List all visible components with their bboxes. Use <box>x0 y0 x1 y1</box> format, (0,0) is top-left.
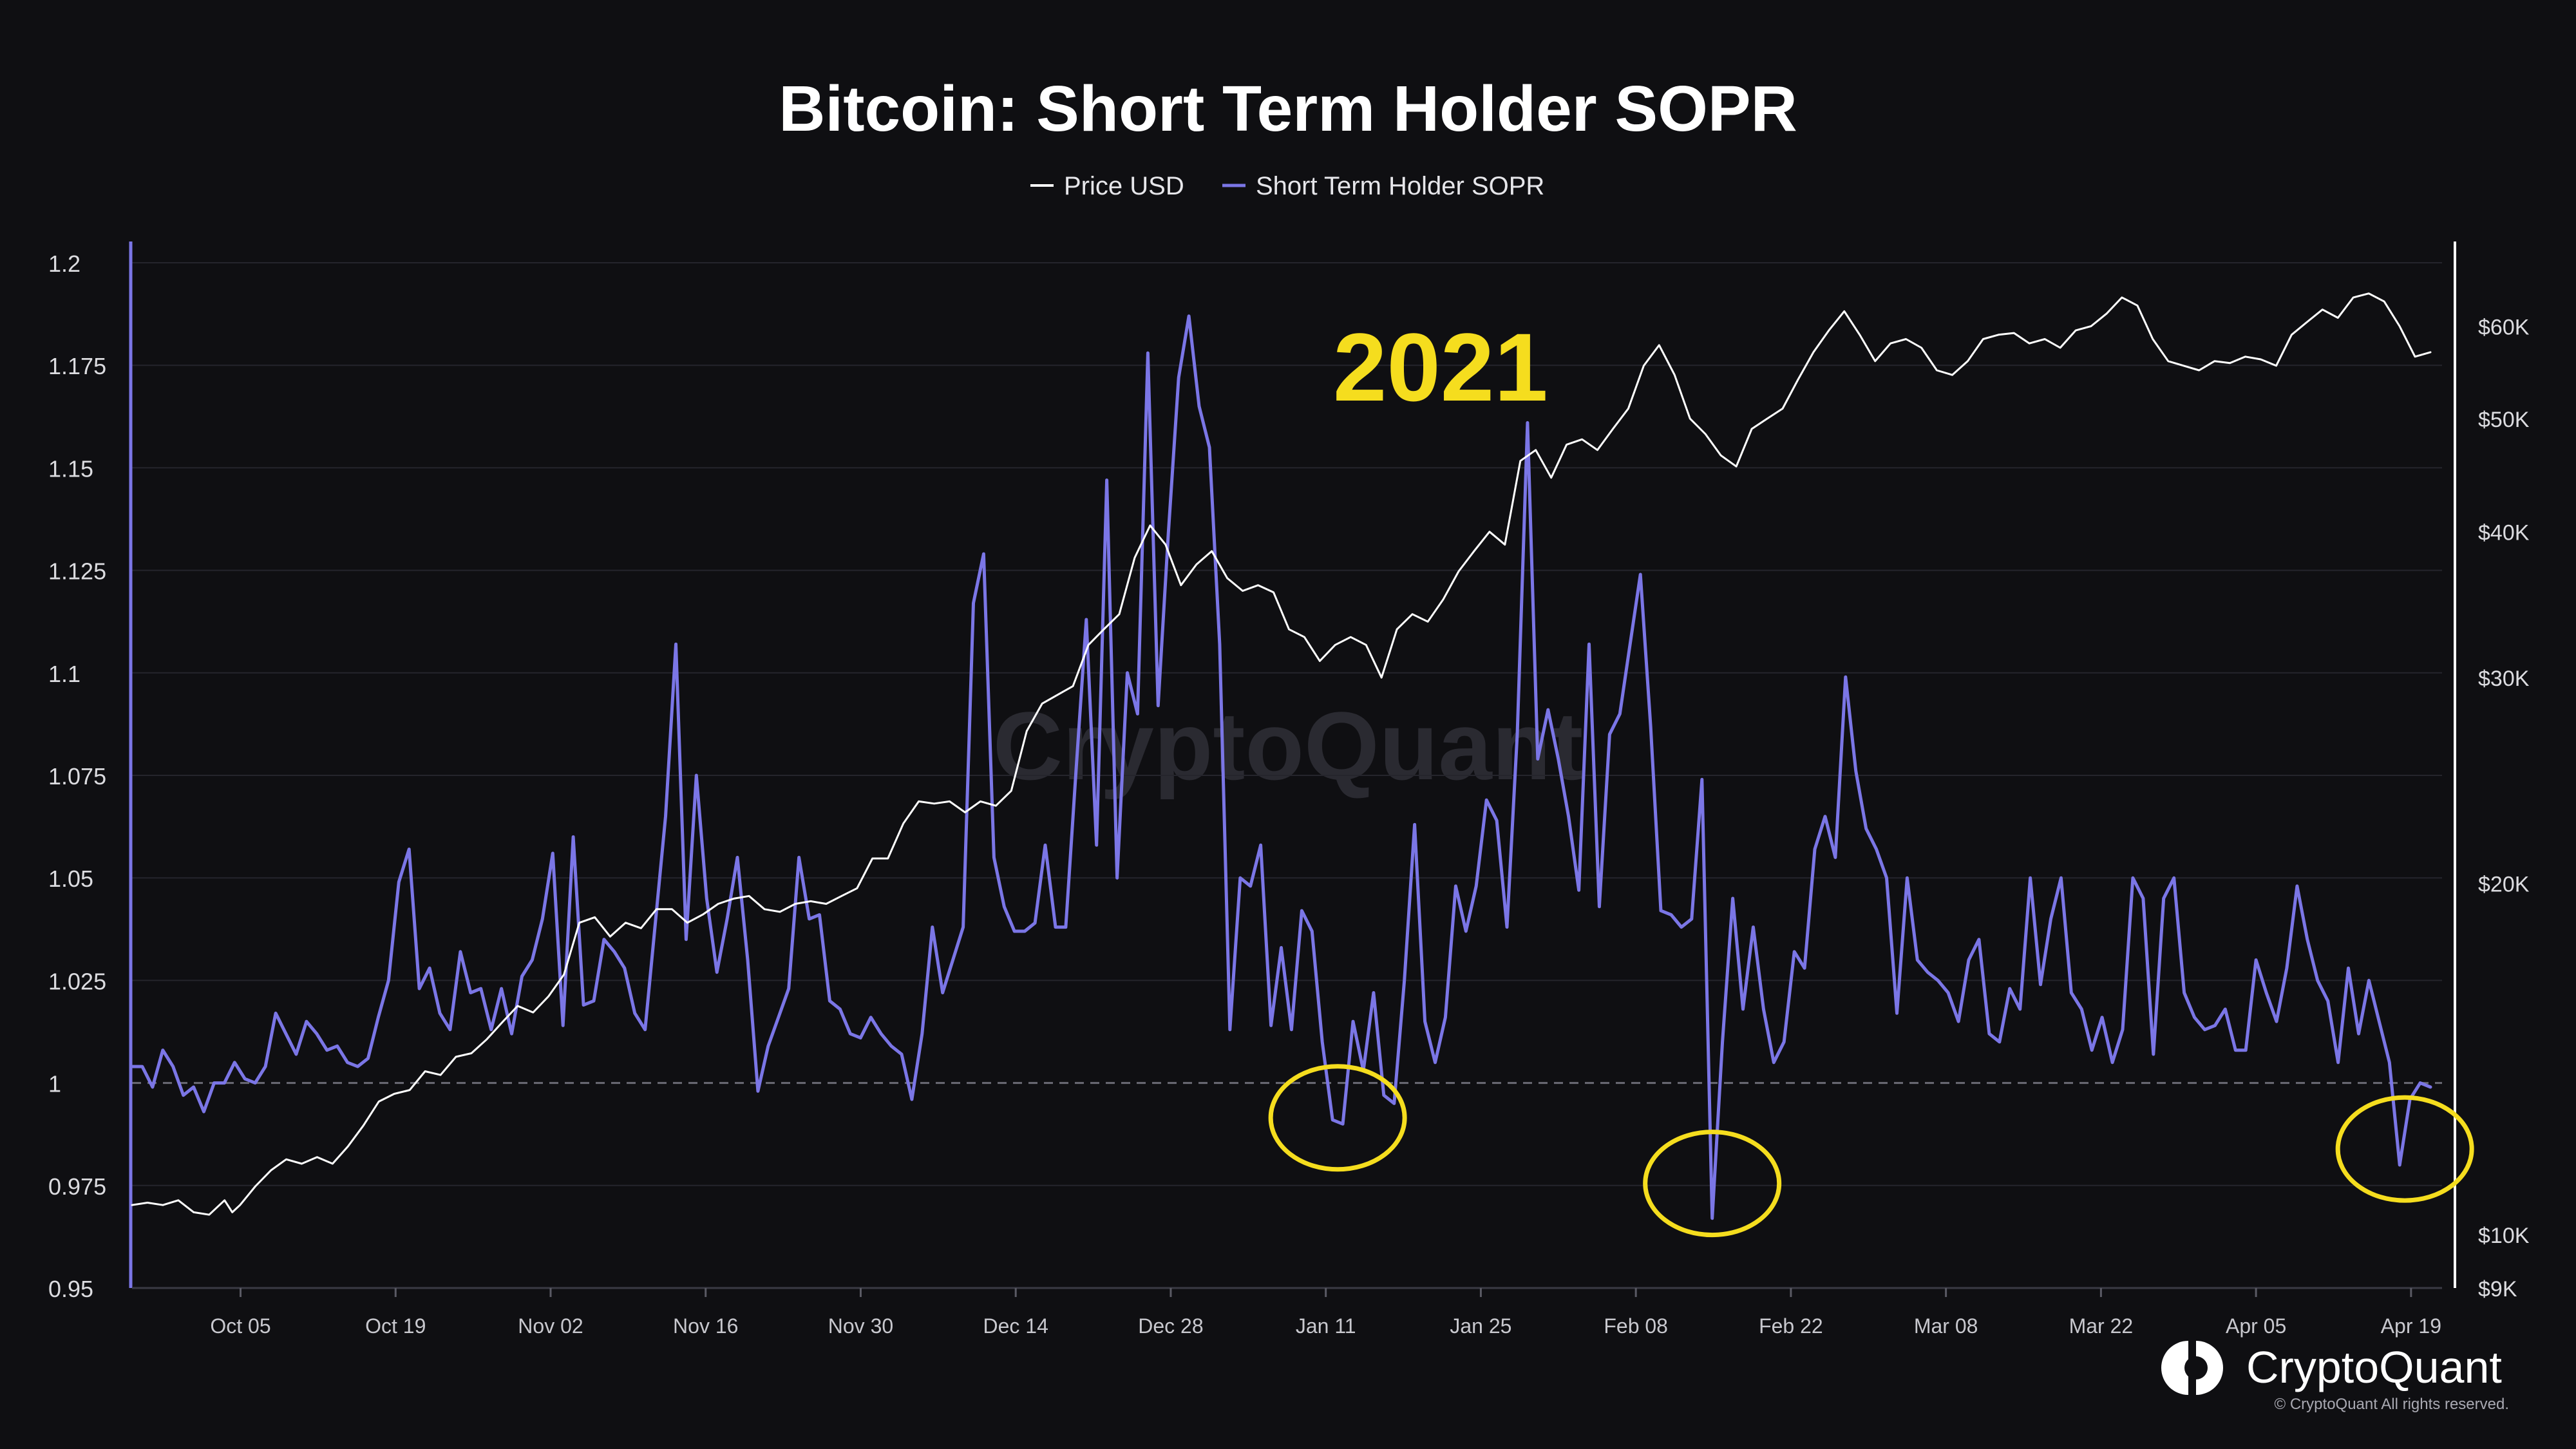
series-layer <box>130 292 2432 1220</box>
left-tick-label: 1.05 <box>48 866 93 892</box>
right-tick-label: $60K <box>2478 316 2530 340</box>
highlight-layer <box>1268 1064 2474 1238</box>
sopr-series-line <box>130 314 2432 1220</box>
left-tick-label: 1.125 <box>48 558 106 585</box>
x-axis: Oct 05 Oct 19 Nov 02 Nov 16 Nov 30 Dec 14 Dec … <box>132 1287 2442 1338</box>
chart-title: Bitcoin: Short Term Holder SOPR <box>779 73 1797 145</box>
x-tick-label: Apr 05 <box>2226 1314 2286 1338</box>
x-tick-label: Oct 19 <box>365 1314 426 1338</box>
x-tick-label: Nov 30 <box>828 1314 893 1338</box>
legend-item-price[interactable]: Price USD <box>1030 172 1184 200</box>
x-tick-label: Jan 25 <box>1450 1314 1511 1338</box>
left-tick-label: 1.15 <box>48 455 93 482</box>
left-tick-label: 1.025 <box>48 968 106 994</box>
left-tick-label: 1.075 <box>48 763 106 790</box>
right-axis: $60K $50K $40K $30K $20K $10K $9K <box>2454 242 2530 1302</box>
right-tick-label: $40K <box>2478 521 2530 545</box>
x-tick-label: Feb 22 <box>1759 1314 1823 1338</box>
price-series-line <box>131 292 2432 1216</box>
x-tick-label: Dec 28 <box>1138 1314 1203 1338</box>
legend-label-sopr: Short Term Holder SOPR <box>1256 172 1544 200</box>
right-tick-label: $50K <box>2478 408 2530 432</box>
highlight-circle <box>1268 1064 1407 1172</box>
legend: Price USD Short Term Holder SOPR <box>1030 172 1544 200</box>
legend-item-sopr[interactable]: Short Term Holder SOPR <box>1222 172 1544 200</box>
right-tick-label: $10K <box>2478 1224 2530 1248</box>
left-tick-label: 1.2 <box>48 251 80 277</box>
year-annotation: 2021 <box>1333 313 1548 421</box>
gridlines <box>132 262 2442 1289</box>
left-tick-label: 0.95 <box>48 1276 93 1302</box>
x-tick-label: Oct 05 <box>210 1314 270 1338</box>
highlight-circle <box>1643 1130 1782 1238</box>
left-axis: 1.2 1.175 1.15 1.125 1.1 1.075 1.05 1.025 1 0.975… <box>48 242 133 1302</box>
x-tick-label: Mar 08 <box>1914 1314 1978 1338</box>
left-tick-label: 0.975 <box>48 1173 106 1200</box>
x-tick-label: Nov 16 <box>673 1314 738 1338</box>
highlight-circle <box>2335 1095 2474 1203</box>
copyright-text: © CryptoQuant All rights reserved. <box>2275 1396 2510 1413</box>
legend-label-price: Price USD <box>1064 172 1184 200</box>
right-tick-label: $20K <box>2478 872 2530 896</box>
x-tick-label: Jan 11 <box>1296 1314 1356 1338</box>
x-tick-label: Apr 19 <box>2381 1314 2441 1338</box>
left-tick-label: 1.175 <box>48 353 106 379</box>
x-tick-label: Dec 14 <box>983 1314 1048 1338</box>
brand-name: CryptoQuant <box>2246 1342 2502 1392</box>
brand-logo[interactable]: CryptoQuant <box>2161 1341 2502 1395</box>
right-tick-label: $30K <box>2478 667 2530 691</box>
right-tick-label: $9K <box>2478 1277 2517 1302</box>
x-tick-label: Mar 22 <box>2069 1314 2134 1338</box>
cryptoquant-logo-icon <box>2161 1341 2223 1395</box>
x-tick-label: Feb 08 <box>1604 1314 1668 1338</box>
x-tick-label: Nov 02 <box>518 1314 583 1338</box>
left-tick-label: 1 <box>48 1071 61 1097</box>
left-tick-label: 1.1 <box>48 661 80 687</box>
